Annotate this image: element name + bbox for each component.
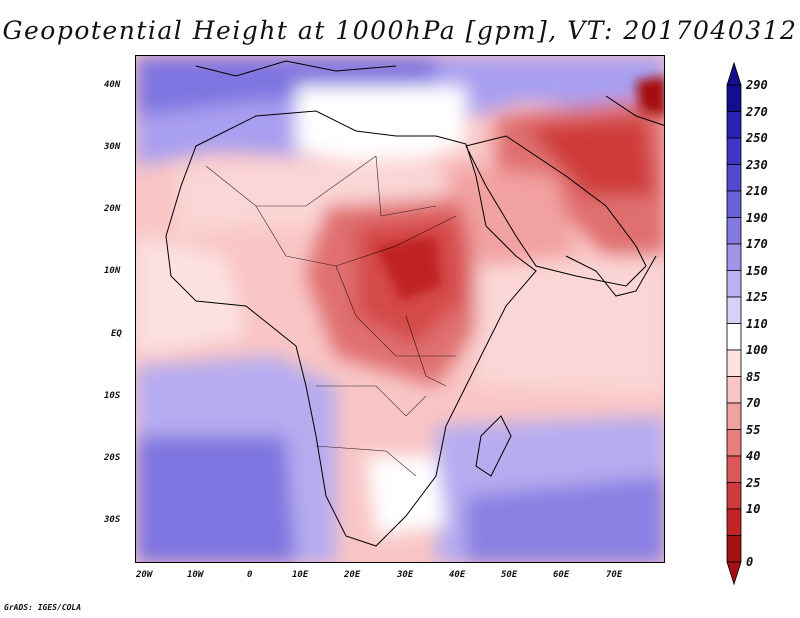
colorbar-level-label: 210 bbox=[746, 184, 768, 198]
colorbar-swatch bbox=[726, 217, 742, 245]
colorbar-swatch bbox=[726, 111, 742, 139]
lat-tick-label: EQ bbox=[111, 329, 122, 339]
colorbar-level-label: 230 bbox=[746, 157, 768, 172]
colorbar-level-label: 85 bbox=[746, 369, 761, 384]
colorbar-swatch bbox=[726, 508, 742, 536]
colorbar-swatch bbox=[726, 137, 742, 165]
colorbar-swatch bbox=[726, 535, 742, 563]
lat-tick-label: 30S bbox=[104, 515, 121, 525]
colorbar-swatch bbox=[726, 482, 742, 510]
colorbar-level-label: 100 bbox=[746, 343, 768, 357]
lon-tick-label: 10E bbox=[292, 570, 309, 580]
lat-tick-label: 40N bbox=[104, 80, 121, 90]
lon-tick-label: 20E bbox=[344, 570, 361, 580]
colorbar-swatch bbox=[726, 349, 742, 377]
colorbar-level-label: 55 bbox=[746, 422, 761, 437]
lon-tick-label: 70E bbox=[606, 570, 623, 580]
colorbar-swatch bbox=[726, 243, 742, 271]
lat-tick-label: 30N bbox=[104, 142, 121, 152]
colorbar-swatch bbox=[726, 455, 742, 483]
colorbar-level-label: 125 bbox=[746, 290, 768, 304]
colorbar-arrow-top bbox=[726, 61, 742, 86]
colorbar-level-label: 0 bbox=[746, 555, 754, 569]
colorbar-swatch bbox=[726, 84, 742, 112]
lon-tick-label: 20W bbox=[136, 570, 153, 580]
colorbar-arrow-bottom bbox=[726, 561, 742, 586]
lat-tick-label: 20S bbox=[104, 453, 121, 463]
colorbar-level-label: 110 bbox=[746, 316, 768, 331]
colorbar-level-label: 270 bbox=[746, 104, 768, 119]
colorbar-swatch bbox=[726, 323, 742, 351]
colorbar-level-label: 250 bbox=[746, 131, 768, 145]
lat-tick-label: 10N bbox=[104, 266, 121, 276]
colorbar-level-label: 10 bbox=[746, 502, 761, 516]
colorbar-level-label: 70 bbox=[746, 396, 761, 410]
map-panel bbox=[135, 55, 665, 563]
height-field bbox=[136, 56, 664, 562]
colorbar-level-label: 150 bbox=[746, 263, 768, 278]
country-borders bbox=[205, 155, 457, 477]
lon-tick-label: 50E bbox=[501, 570, 518, 580]
colorbar-swatch bbox=[726, 270, 742, 298]
colorbar-level-label: 25 bbox=[746, 475, 761, 490]
colorbar-swatch bbox=[726, 164, 742, 192]
colorbar-swatch bbox=[726, 402, 742, 430]
colorbar-level-label: 40 bbox=[746, 449, 761, 463]
lat-tick-label: 10S bbox=[104, 391, 121, 401]
colorbar-swatch bbox=[726, 190, 742, 218]
lon-tick-label: 40E bbox=[449, 570, 466, 580]
lon-tick-label: 0 bbox=[247, 570, 253, 580]
colorbar-level-label: 170 bbox=[746, 237, 768, 251]
colorbar-swatch bbox=[726, 376, 742, 404]
lon-tick-label: 30E bbox=[397, 570, 414, 580]
credit-label: GrADS: IGES/COLA bbox=[4, 603, 82, 612]
map-title: Geopotential Height at 1000hPa [gpm], VT… bbox=[2, 16, 798, 45]
lat-tick-label: 20N bbox=[104, 204, 121, 214]
lon-tick-label: 60E bbox=[553, 570, 570, 580]
colorbar-level-label: 290 bbox=[746, 78, 768, 92]
colorbar-swatch bbox=[726, 429, 742, 457]
lon-tick-label: 10W bbox=[187, 570, 204, 580]
coastlines bbox=[165, 60, 664, 547]
colorbar-swatch bbox=[726, 296, 742, 324]
colorbar-level-label: 190 bbox=[746, 210, 768, 225]
